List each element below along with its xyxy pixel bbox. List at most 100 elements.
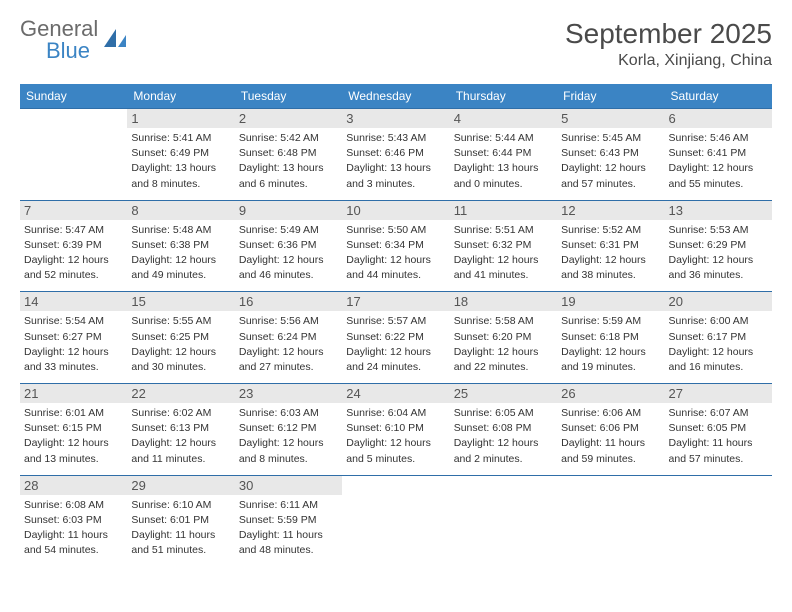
daylight-text: Daylight: 13 hours [346, 161, 445, 175]
sunset-text: Sunset: 6:10 PM [346, 421, 445, 435]
logo: General Blue [20, 18, 128, 62]
calendar-cell: 28 Sunrise: 6:08 AMSunset: 6:03 PMDayligh… [20, 475, 127, 566]
daylight-text: and 19 minutes. [561, 360, 660, 374]
calendar-cell: 9Sunrise: 5:49 AMSunset: 6:36 PMDaylight… [235, 200, 342, 292]
daylight-text: Daylight: 12 hours [24, 253, 123, 267]
sunrise-text: Sunrise: 6:11 AM [239, 498, 338, 512]
weekday-header: Wednesday [342, 84, 449, 109]
sunrise-text: Sunrise: 5:53 AM [669, 223, 768, 237]
sunset-text: Sunset: 6:18 PM [561, 330, 660, 344]
sunrise-text: Sunrise: 5:41 AM [131, 131, 230, 145]
calendar-cell: 15Sunrise: 5:55 AMSunset: 6:25 PMDayligh… [127, 292, 234, 384]
sunset-text: Sunset: 6:34 PM [346, 238, 445, 252]
daylight-text: Daylight: 11 hours [131, 528, 230, 542]
sunset-text: Sunset: 6:39 PM [24, 238, 123, 252]
location: Korla, Xinjiang, China [565, 52, 772, 70]
sunrise-text: Sunrise: 5:50 AM [346, 223, 445, 237]
sunset-text: Sunset: 6:06 PM [561, 421, 660, 435]
calendar-cell: 1Sunrise: 5:41 AMSunset: 6:49 PMDaylight… [127, 109, 234, 201]
daylight-text: Daylight: 12 hours [24, 345, 123, 359]
day-details: Sunrise: 5:44 AMSunset: 6:44 PMDaylight:… [454, 131, 553, 191]
daylight-text: and 49 minutes. [131, 268, 230, 282]
weekday-header: Tuesday [235, 84, 342, 109]
sunset-text: Sunset: 6:01 PM [131, 513, 230, 527]
sunrise-text: Sunrise: 5:47 AM [24, 223, 123, 237]
day-number: 13 [665, 201, 772, 220]
daylight-text: and 54 minutes. [24, 543, 123, 557]
day-details: Sunrise: 6:01 AMSunset: 6:15 PMDaylight:… [24, 406, 123, 466]
daylight-text: Daylight: 12 hours [669, 253, 768, 267]
day-details: Sunrise: 5:42 AMSunset: 6:48 PMDaylight:… [239, 131, 338, 191]
daylight-text: and 55 minutes. [669, 177, 768, 191]
calendar-cell [450, 475, 557, 566]
day-details: Sunrise: 5:53 AMSunset: 6:29 PMDaylight:… [669, 223, 768, 283]
calendar-cell: 10 Sunrise: 5:50 AMSunset: 6:34 PMDayligh… [342, 200, 449, 292]
day-number: 10 [342, 201, 449, 220]
title-block: September 2025 Korla, Xinjiang, China [565, 18, 772, 70]
day-number: 14 [20, 292, 127, 311]
day-number: 23 [235, 384, 342, 403]
day-details: Sunrise: 5:57 AMSunset: 6:22 PMDaylight:… [346, 314, 445, 374]
sunset-text: Sunset: 6:32 PM [454, 238, 553, 252]
daylight-text: and 30 minutes. [131, 360, 230, 374]
calendar-cell: 22Sunrise: 6:02 AMSunset: 6:13 PMDayligh… [127, 384, 234, 476]
day-details: Sunrise: 6:07 AMSunset: 6:05 PMDaylight:… [669, 406, 768, 466]
calendar-cell: 13 Sunrise: 5:53 AMSunset: 6:29 PMDayligh… [665, 200, 772, 292]
daylight-text: and 5 minutes. [346, 452, 445, 466]
sunrise-text: Sunrise: 5:52 AM [561, 223, 660, 237]
day-number: 17 [342, 292, 449, 311]
calendar-cell: 16 Sunrise: 5:56 AMSunset: 6:24 PMDayligh… [235, 292, 342, 384]
sunrise-text: Sunrise: 5:58 AM [454, 314, 553, 328]
calendar-cell: 23 Sunrise: 6:03 AMSunset: 6:12 PMDayligh… [235, 384, 342, 476]
sunset-text: Sunset: 6:38 PM [131, 238, 230, 252]
sunset-text: Sunset: 6:13 PM [131, 421, 230, 435]
daylight-text: Daylight: 12 hours [346, 436, 445, 450]
sunset-text: Sunset: 6:49 PM [131, 146, 230, 160]
day-details: Sunrise: 5:56 AMSunset: 6:24 PMDaylight:… [239, 314, 338, 374]
sunset-text: Sunset: 6:24 PM [239, 330, 338, 344]
sunset-text: Sunset: 6:27 PM [24, 330, 123, 344]
day-details: Sunrise: 5:58 AMSunset: 6:20 PMDaylight:… [454, 314, 553, 374]
sunrise-text: Sunrise: 6:08 AM [24, 498, 123, 512]
day-number: 4 [450, 109, 557, 128]
daylight-text: Daylight: 13 hours [131, 161, 230, 175]
sunrise-text: Sunrise: 5:59 AM [561, 314, 660, 328]
daylight-text: and 13 minutes. [24, 452, 123, 466]
calendar-week: 21 Sunrise: 6:01 AMSunset: 6:15 PMDayligh… [20, 384, 772, 476]
daylight-text: Daylight: 12 hours [669, 161, 768, 175]
day-details: Sunrise: 5:50 AMSunset: 6:34 PMDaylight:… [346, 223, 445, 283]
day-number: 21 [20, 384, 127, 403]
sunrise-text: Sunrise: 6:06 AM [561, 406, 660, 420]
day-details: Sunrise: 5:46 AMSunset: 6:41 PMDaylight:… [669, 131, 768, 191]
daylight-text: Daylight: 12 hours [239, 253, 338, 267]
weekday-header: Saturday [665, 84, 772, 109]
sunrise-text: Sunrise: 6:07 AM [669, 406, 768, 420]
day-details: Sunrise: 5:47 AMSunset: 6:39 PMDaylight:… [24, 223, 123, 283]
day-details: Sunrise: 6:08 AMSunset: 6:03 PMDaylight:… [24, 498, 123, 558]
daylight-text: Daylight: 12 hours [239, 436, 338, 450]
sunrise-text: Sunrise: 6:05 AM [454, 406, 553, 420]
sunrise-text: Sunrise: 5:57 AM [346, 314, 445, 328]
sunrise-text: Sunrise: 5:45 AM [561, 131, 660, 145]
weekday-header: Friday [557, 84, 664, 109]
sunset-text: Sunset: 6:12 PM [239, 421, 338, 435]
sunrise-text: Sunrise: 5:55 AM [131, 314, 230, 328]
day-details: Sunrise: 6:04 AMSunset: 6:10 PMDaylight:… [346, 406, 445, 466]
sunrise-text: Sunrise: 6:03 AM [239, 406, 338, 420]
day-details: Sunrise: 5:41 AMSunset: 6:49 PMDaylight:… [131, 131, 230, 191]
daylight-text: and 46 minutes. [239, 268, 338, 282]
calendar-cell: 4 Sunrise: 5:44 AMSunset: 6:44 PMDaylight… [450, 109, 557, 201]
calendar-cell: 20Sunrise: 6:00 AMSunset: 6:17 PMDayligh… [665, 292, 772, 384]
calendar-cell [342, 475, 449, 566]
weekday-header: Thursday [450, 84, 557, 109]
day-number: 28 [20, 476, 127, 495]
daylight-text: and 48 minutes. [239, 543, 338, 557]
calendar-cell [557, 475, 664, 566]
calendar-cell [665, 475, 772, 566]
daylight-text: Daylight: 12 hours [131, 345, 230, 359]
calendar-cell: 19Sunrise: 5:59 AMSunset: 6:18 PMDayligh… [557, 292, 664, 384]
day-number: 29 [127, 476, 234, 495]
day-number: 16 [235, 292, 342, 311]
day-details: Sunrise: 6:02 AMSunset: 6:13 PMDaylight:… [131, 406, 230, 466]
day-number: 24 [342, 384, 449, 403]
